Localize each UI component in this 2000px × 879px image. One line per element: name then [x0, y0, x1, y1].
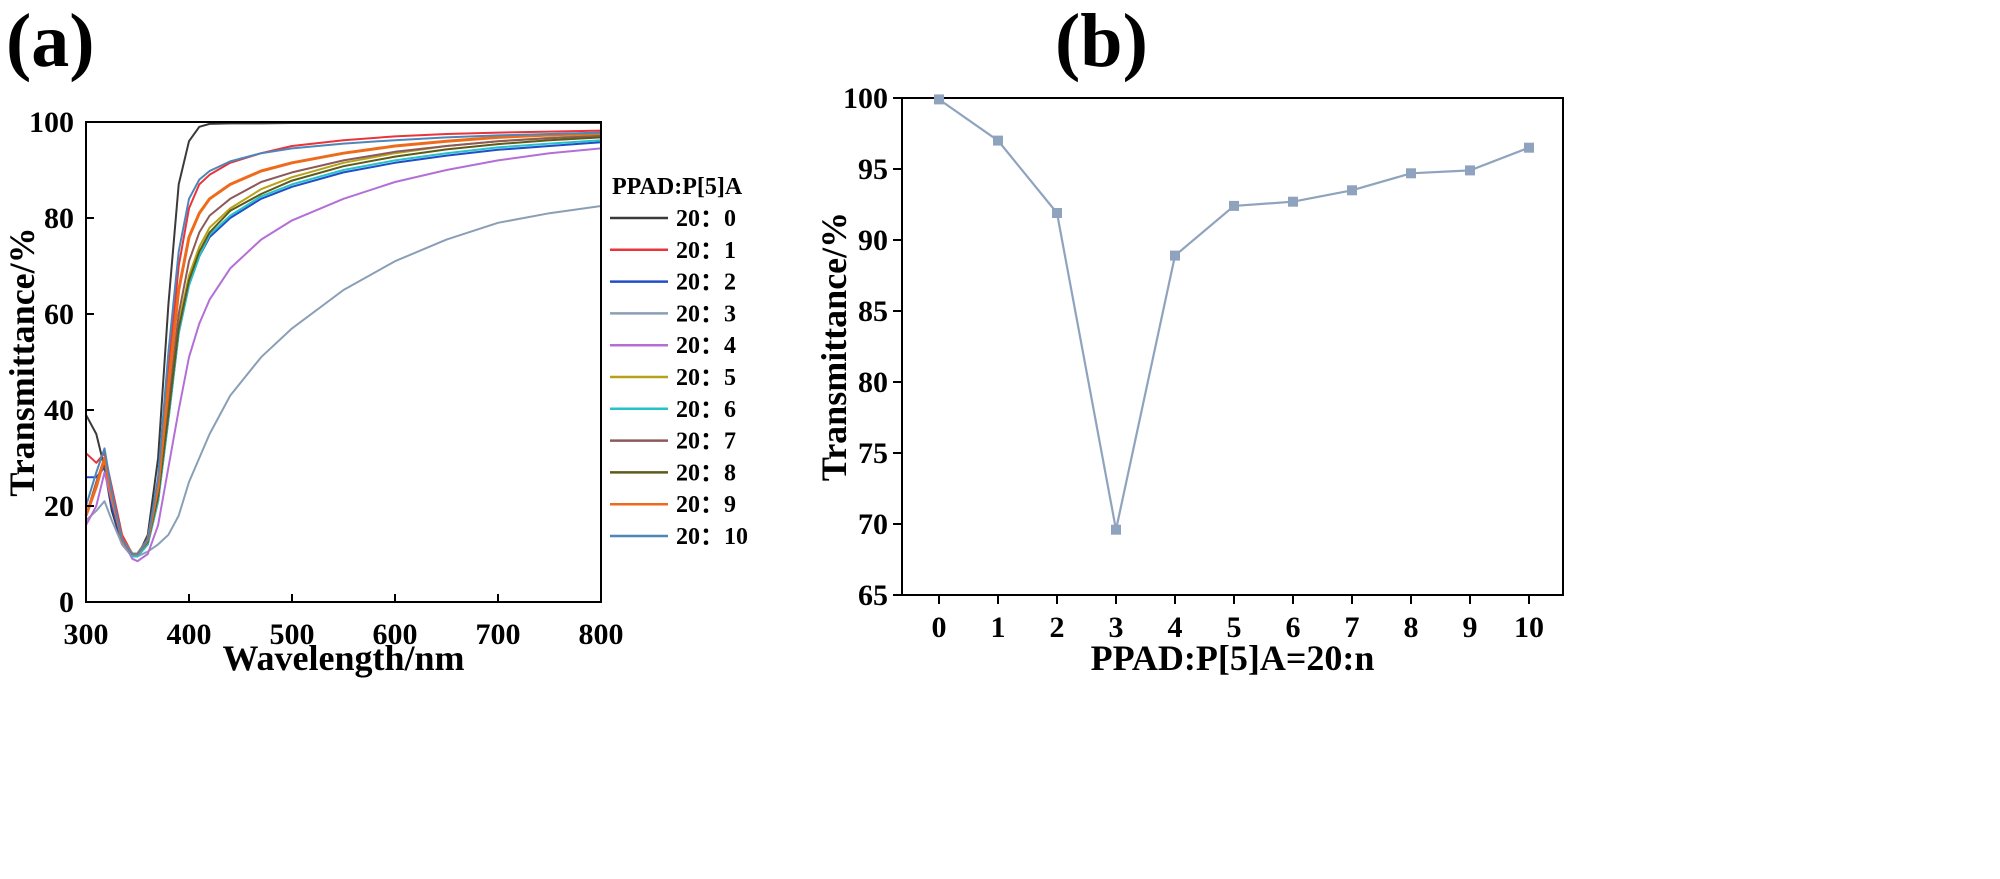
legend-entry-4: 20：4	[676, 333, 736, 359]
panel-label-b: (b)	[1055, 0, 1148, 83]
legend-entry-1: 20：1	[676, 238, 736, 264]
y-tick-label: 0	[59, 586, 74, 619]
y-tick-label: 65	[858, 579, 888, 612]
legend-entry-10: 20：10	[676, 524, 748, 550]
chart-a-plot-frame	[85, 121, 602, 603]
chart-a-x-axis-label: Wavelength/nm	[222, 638, 464, 678]
x-tick-label: 6	[1286, 611, 1301, 644]
legend-entry-8: 20：8	[676, 460, 736, 486]
legend-entry-6: 20：6	[676, 397, 736, 423]
chart-b-y-axis-label: Transmittance/%	[814, 212, 854, 481]
chart-a-y-axis-label: Transmittance/%	[2, 227, 42, 496]
legend-entry-2: 20：2	[676, 270, 736, 296]
data-point-marker-1	[993, 135, 1003, 146]
legend-entry-3: 20：3	[676, 301, 736, 327]
x-tick-label: 7	[1345, 611, 1360, 644]
spectrum-line-series-1	[85, 129, 602, 555]
legend-entry-7: 20：7	[676, 429, 736, 455]
chart-a-ticks: 300 400 500 600 700 800 0 20 40 60 80 100	[29, 106, 624, 651]
chart-a-legend: PPAD:P[5]A 20：0 20：1 20：2 20：3 20：4 20：5 20：6 2…	[610, 174, 748, 550]
data-point-marker-4	[1170, 250, 1180, 261]
data-point-marker-2	[1052, 208, 1062, 218]
y-tick-label: 100	[29, 106, 74, 139]
y-tick-label: 95	[858, 153, 888, 186]
x-tick-label: 9	[1463, 611, 1478, 644]
x-tick-label: 5	[1227, 611, 1242, 644]
chart-b-x-axis-label: PPAD:P[5]A=20:n	[1091, 638, 1375, 678]
y-tick-label: 40	[44, 394, 74, 427]
y-tick-label: 80	[858, 366, 888, 399]
transmittance-vs-ratio-chart: 0 1 2 3 4 5 6 7 8 9 10 65 70 75 80 85 90 95 100 PPAD:P[5]A…	[814, 82, 1564, 678]
spectrum-line-series-4	[85, 147, 602, 563]
chart-b-ticks: 0 1 2 3 4 5 6 7 8 9 10 65 70 75 80 85 90 95 100	[843, 82, 1544, 644]
transmittance-spectra-chart: 300 400 500 600 700 800 0 20 40 60 80 100 Wavelengt…	[2, 106, 748, 678]
x-tick-label: 1	[991, 611, 1006, 644]
data-point-marker-6	[1288, 196, 1298, 207]
y-tick-label: 70	[858, 508, 888, 541]
x-tick-label: 4	[1168, 611, 1183, 644]
chart-b-series-group	[934, 94, 1534, 535]
transmittance-line	[938, 98, 1530, 530]
y-tick-label: 75	[858, 437, 888, 470]
y-tick-label: 85	[858, 295, 888, 328]
y-tick-label: 60	[44, 298, 74, 331]
data-point-marker-8	[1406, 168, 1416, 179]
y-tick-label: 90	[858, 224, 888, 257]
legend-entry-5: 20：5	[676, 365, 736, 391]
data-point-marker-10	[1524, 142, 1534, 153]
spectrum-line-series-10	[85, 131, 602, 555]
x-tick-label: 300	[64, 618, 109, 651]
x-tick-label: 800	[579, 618, 624, 651]
data-point-marker-3	[1111, 524, 1121, 535]
x-tick-label: 500	[270, 618, 315, 651]
spectra-series-group	[84, 122, 602, 563]
legend-entry-0: 20：0	[676, 206, 736, 232]
data-point-marker-9	[1465, 165, 1475, 176]
x-tick-label: 8	[1404, 611, 1419, 644]
panel-label-a: (a)	[6, 0, 95, 83]
legend-title: PPAD:P[5]A	[612, 174, 743, 200]
x-tick-label: 400	[167, 618, 212, 651]
y-tick-label: 80	[44, 202, 74, 235]
y-tick-label: 100	[843, 82, 888, 115]
spectrum-line-series-3	[85, 205, 602, 558]
x-tick-label: 0	[932, 611, 947, 644]
data-point-marker-7	[1347, 185, 1357, 196]
data-point-marker-5	[1229, 200, 1239, 211]
chart-b-plot-frame	[901, 97, 1564, 596]
y-tick-label: 20	[44, 490, 74, 523]
x-tick-label: 3	[1109, 611, 1124, 644]
x-tick-label: 600	[373, 618, 418, 651]
legend-entry-9: 20：9	[676, 492, 736, 518]
x-tick-label: 2	[1050, 611, 1065, 644]
data-point-marker-0	[934, 94, 944, 105]
x-tick-label: 10	[1514, 611, 1544, 644]
x-tick-label: 700	[476, 618, 521, 651]
